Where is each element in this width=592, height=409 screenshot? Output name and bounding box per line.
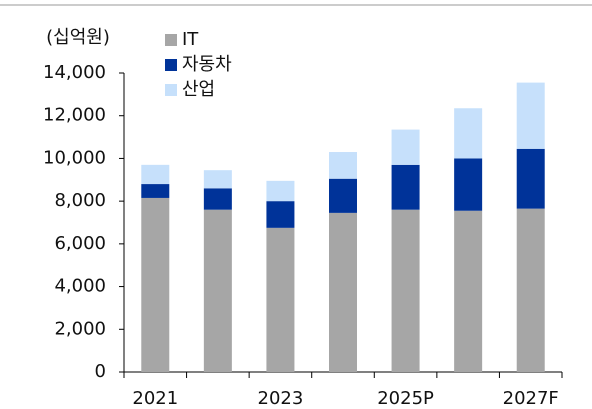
- legend-swatch: [165, 59, 177, 71]
- bar-segment: [329, 178, 357, 213]
- bar-segment: [454, 158, 483, 211]
- bar-segment: [516, 148, 545, 209]
- bar-segment: [329, 212, 357, 372]
- bar-segment: [266, 227, 295, 372]
- bar-segment: [203, 209, 232, 372]
- legend-swatch: [165, 84, 177, 96]
- bar-segment: [516, 82, 545, 149]
- bar-segment: [454, 210, 483, 372]
- legend-swatch: [165, 34, 177, 46]
- bar-segment: [391, 164, 420, 210]
- legend-label: IT: [182, 29, 199, 50]
- x-tick-label: 2027F: [503, 388, 559, 409]
- bar-segment: [203, 188, 232, 210]
- y-tick-label: 2,000: [54, 318, 106, 339]
- bar-segment: [141, 197, 170, 372]
- bar-segment: [391, 129, 420, 165]
- y-tick-label: 12,000: [43, 105, 106, 126]
- bar-segment: [329, 152, 357, 179]
- bar-segment: [203, 170, 232, 189]
- x-tick-label: 2025P: [377, 388, 434, 409]
- bar-segment: [516, 208, 545, 372]
- bar-segment: [266, 201, 295, 228]
- x-tick-label: 2023: [258, 388, 304, 409]
- legend-label: 산업: [182, 79, 215, 100]
- y-tick-label: 14,000: [43, 62, 106, 83]
- bar-segment: [454, 108, 483, 159]
- y-tick-label: 6,000: [54, 233, 106, 254]
- legend-label: 자동차: [182, 54, 232, 75]
- y-tick-label: 8,000: [54, 190, 106, 211]
- y-tick-label: 10,000: [43, 147, 106, 168]
- y-tick-label: 0: [95, 361, 106, 382]
- bar-segment: [141, 184, 170, 198]
- bar-segment: [141, 164, 170, 185]
- y-tick-label: 4,000: [54, 276, 106, 297]
- bar-segment: [391, 209, 420, 372]
- y-axis-label: (십억원): [46, 27, 110, 48]
- x-tick-label: 2021: [132, 388, 178, 409]
- bar-segment: [266, 180, 295, 202]
